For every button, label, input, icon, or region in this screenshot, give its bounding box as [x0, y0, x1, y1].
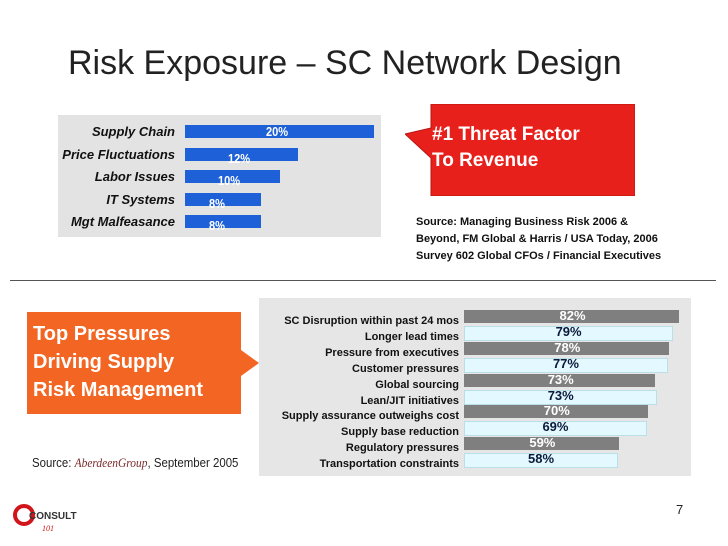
pressure-category-label: Global sourcing — [375, 378, 459, 391]
logo-sub: 101 — [42, 524, 54, 533]
threat-factor-chart: Supply Chain 20% Price Fluctuations 12% Labo… — [58, 115, 381, 237]
source-top-line-2: Beyond, FM Global & Harris / USA Today, … — [416, 233, 658, 245]
pressure-bar — [464, 421, 647, 437]
pressure-category-label: Supply base reduction — [341, 426, 459, 439]
page-title: Risk Exposure – SC Network Design — [68, 44, 622, 82]
threat-category-label: Price Fluctuations — [62, 146, 175, 162]
pressure-category-label: Pressure from executives — [325, 346, 459, 359]
threat-value-label: 20% — [265, 124, 288, 139]
pressures-text: Top Pressures Driving Supply Risk Manage… — [33, 320, 253, 404]
consult-logo: CONSULT 101 — [13, 504, 77, 533]
pressure-value-label: 58% — [528, 451, 555, 467]
pressure-bar — [464, 341, 669, 355]
pressure-bar — [464, 373, 656, 387]
pressure-bar — [464, 357, 668, 373]
pressure-bar — [464, 389, 658, 405]
callout-shape — [405, 104, 635, 196]
pressure-bar — [464, 453, 619, 469]
threat-value-label: 12% — [227, 150, 250, 166]
pressure-category-label: Regulatory pressures — [345, 442, 459, 455]
threat-category-label: IT Systems — [106, 191, 175, 207]
source-top: Source: Managing Business Risk 2006 & Be… — [416, 214, 706, 265]
threat-category-label: Supply Chain — [91, 124, 175, 139]
callout-line-2: To Revenue — [432, 150, 539, 171]
source-top-line-1: Source: Managing Business Risk 2006 & — [416, 216, 629, 228]
threat-category-label: Labor Issues — [94, 169, 175, 184]
aberdeen-brand: AberdeenGroup — [74, 455, 148, 470]
pressure-bar — [464, 325, 674, 341]
pressure-value-label: 73% — [547, 371, 574, 387]
pressures-line-3: Risk Management — [33, 379, 204, 401]
threat-bar — [185, 215, 261, 228]
source-bottom-suffix: , September 2005 — [147, 455, 239, 470]
threat-bar — [185, 170, 280, 183]
source-bottom-prefix: Source: — [32, 455, 75, 470]
callout-line-1: #1 Threat Factor — [432, 124, 580, 145]
pressure-value-label: 79% — [555, 323, 582, 339]
pressure-value-label: 59% — [529, 435, 556, 451]
pressure-value-label: 73% — [547, 387, 574, 403]
pressure-value-label: 82% — [559, 308, 586, 323]
pressure-value-label: 78% — [554, 339, 581, 355]
pressure-category-label: Transportation constraints — [319, 458, 459, 471]
pressures-chart: SC Disruption within past 24 mos 82% Longe… — [259, 298, 691, 476]
threat-value-label: 8% — [208, 218, 225, 233]
pressure-bar — [464, 437, 619, 451]
pressure-bar — [464, 405, 648, 419]
pressure-category-label: Longer lead times — [364, 330, 459, 343]
divider-line — [10, 280, 716, 281]
threat-bar — [185, 125, 374, 138]
threat-bar — [185, 192, 261, 206]
pressures-line-1: Top Pressures — [33, 323, 171, 345]
page-number: 7 — [676, 502, 684, 517]
threat-value-label: 10% — [218, 173, 241, 188]
pressure-bar — [464, 310, 679, 323]
pressure-value-label: 70% — [543, 403, 570, 419]
threat-bar — [185, 147, 299, 161]
pressure-value-label: 69% — [542, 419, 569, 435]
threat-value-label: 8% — [208, 195, 225, 211]
pressures-line-2: Driving Supply — [33, 351, 175, 373]
source-top-line-3: Survey 602 Global CFOs / Financial Execu… — [416, 250, 662, 262]
pressure-category-label: Customer pressures — [352, 362, 459, 375]
pressures-arrow-shape — [27, 312, 259, 414]
source-bottom: Source: AberdeenGroup, September 2005 — [32, 455, 238, 471]
callout-text: #1 Threat Factor To Revenue — [432, 122, 632, 174]
pressure-category-label: Supply assurance outweighs cost — [281, 410, 459, 423]
pressure-value-label: 77% — [552, 355, 579, 371]
threat-category-label: Mgt Malfeasance — [70, 214, 175, 229]
pressure-category-label: SC Disruption within past 24 mos — [284, 315, 459, 327]
pressure-category-label: Lean/JIT initiatives — [360, 394, 459, 407]
logo-text: CONSULT — [29, 511, 77, 522]
